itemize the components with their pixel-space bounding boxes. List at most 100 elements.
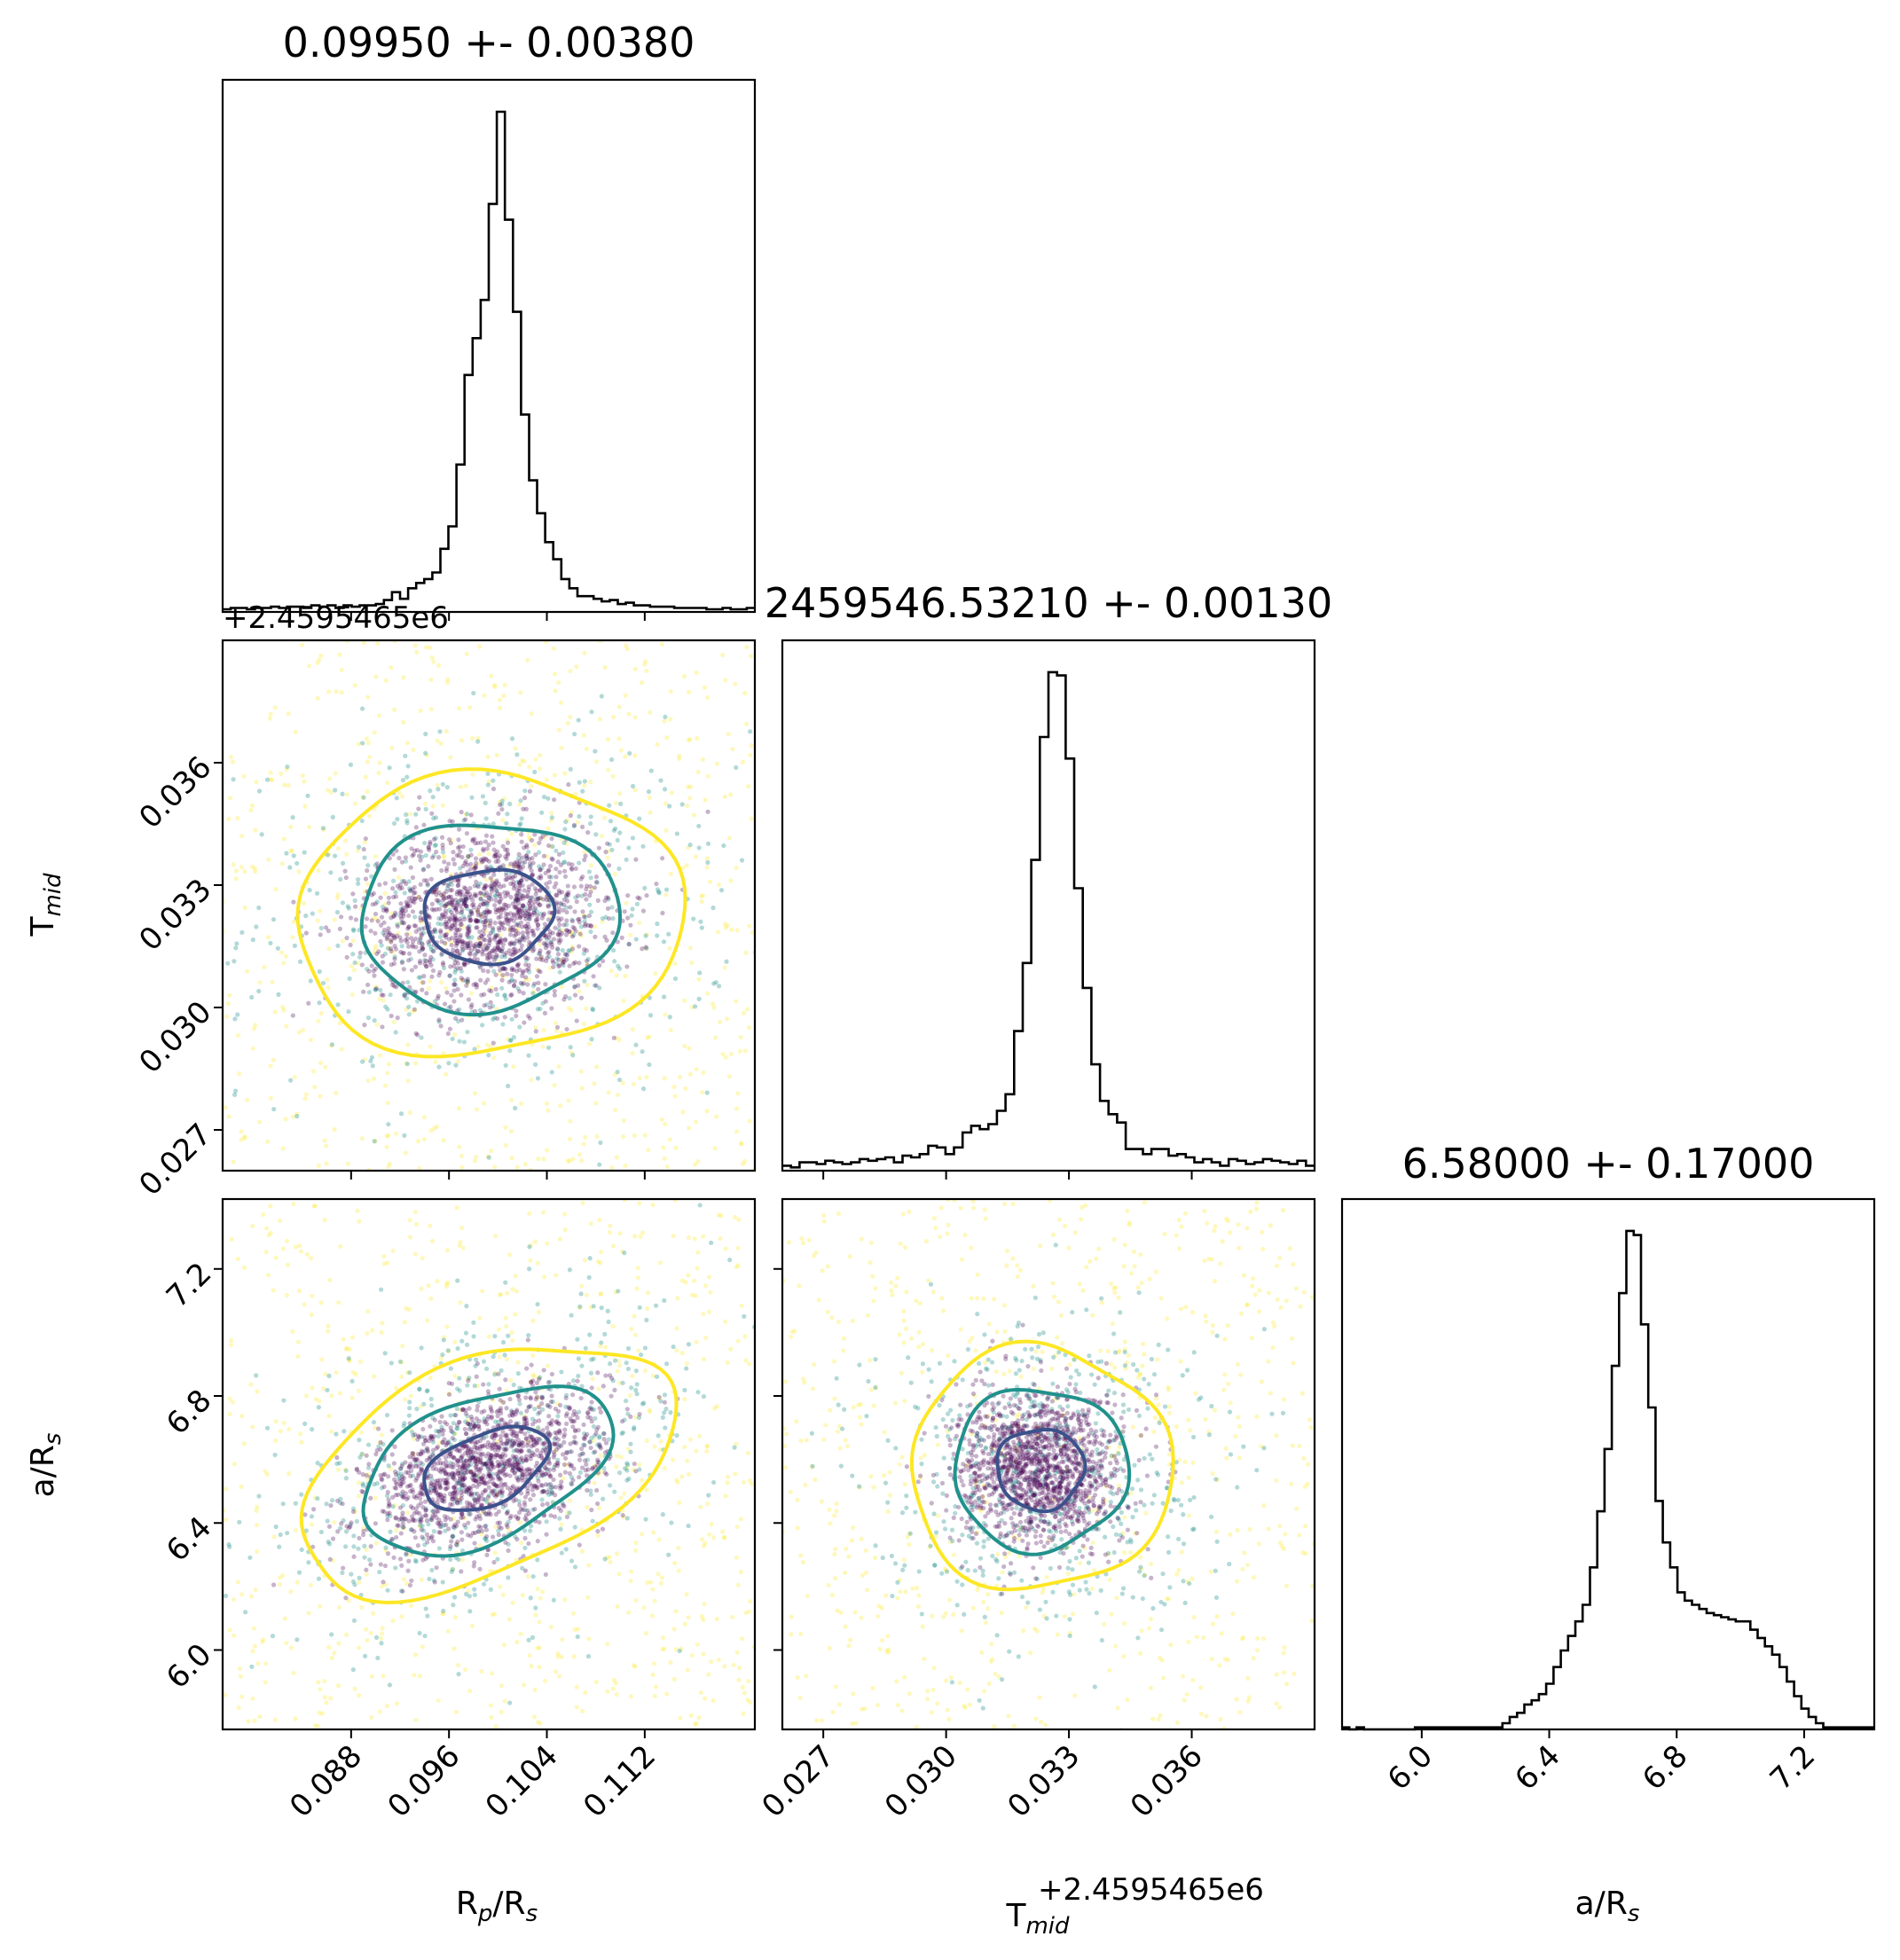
rp-tmid-point-mid [550,843,555,850]
rp-tmid-point-outer [623,974,628,979]
rp-ars-point-mid [579,1363,585,1368]
rp-ars-point-core [504,1459,509,1464]
rp-tmid-point-mid [399,959,405,964]
rp-tmid-point-core [514,906,520,913]
rp-ars-point-outer [388,1466,393,1471]
rp-tmid-point-outer [302,1096,308,1102]
rp-tmid-point-outer [407,931,412,937]
rp-ars-point-mid [465,1383,470,1388]
rp-tmid-point-core [447,973,452,978]
rp-tmid-point-mid [404,820,410,826]
rp-ars-point-core [491,1436,497,1441]
rp-tmid-point-mid [359,706,365,711]
rp-ars-point-mid [417,1386,422,1392]
rp-tmid-point-mid [402,1133,407,1138]
rp-ars-point-core [472,1460,477,1465]
rp-tmid-point-outer [456,1059,461,1064]
rp-ars-point-core [656,1394,662,1399]
rp-tmid-point-core [444,990,450,995]
rp-ars-point-outer [675,1479,680,1486]
rp-ars-point-core [439,1466,444,1471]
rp-tmid-point-core [444,895,449,901]
rp-ars-point-core [602,1470,608,1476]
rp-ars-point-core [361,1528,366,1534]
rp-tmid-point-outer [224,1014,230,1019]
rp-tmid-point-core [438,1023,444,1029]
rp-ars-point-outer [723,1246,728,1251]
rp-ars-point-core [519,1469,524,1474]
rp-ars-point-core [528,1456,533,1462]
rp-ars-point-outer [637,1201,642,1206]
rp-ars-point-mid [550,1484,555,1490]
rp-tmid-point-outer [616,736,622,741]
rp-ars-point-core [423,1508,428,1513]
rp-tmid-point-core [481,968,486,973]
rp-tmid-point-core [488,918,493,923]
rp-ars-point-mid [316,1576,322,1581]
rp-ars-point-outer [350,1369,356,1375]
rp-ars-point-core [467,1457,474,1463]
rp-ars-point-mid [762,1369,766,1374]
rp-ars-point-mid [552,1437,557,1442]
rp-tmid-point-mid [445,881,451,887]
rp-ars-point-mid [511,1382,516,1388]
rp-ars-point-core [506,1463,512,1469]
rp-tmid-point-mid [398,1111,404,1117]
rp-tmid-point-core [503,937,508,943]
rp-tmid-point-mid [437,729,443,734]
rp-tmid-point-core [538,836,544,842]
rp-tmid-point-core [459,810,464,815]
rp-tmid-point-core [492,945,498,951]
rp-tmid-point-core [429,855,436,860]
rp-ars-point-core [460,1477,466,1483]
rp-tmid-point-core [404,903,411,908]
rp-ars-point-outer [662,1646,667,1651]
rp-tmid-point-outer [414,649,420,655]
rp-tmid-point-core [337,926,343,931]
rp-tmid-point-outer [684,863,689,868]
rp-tmid-point-core [516,885,522,891]
rp-tmid-point-mid [335,943,341,949]
rp-ars-point-outer [380,1626,385,1631]
rp-ars-point-mid [563,1404,569,1409]
rp-tmid-point-core [455,940,460,946]
rp-tmid-point-outer [237,1071,242,1077]
rp-tmid-point-core [447,899,452,905]
rp-ars-point-core [471,1564,476,1569]
rp-ars-point-outer [602,1345,608,1350]
rp-tmid-point-core [533,891,538,897]
rp-ars-point-core [459,1489,464,1494]
rp-tmid-point-outer [365,759,370,764]
rp-ars-point-core [500,1469,506,1474]
rp-tmid-point-mid [208,807,213,811]
rp-ars-point-mid [585,1654,592,1659]
rp-tmid-point-core [548,940,554,945]
rp-ars-point-mid [538,1438,543,1443]
rp-ars-point-mid [633,1387,639,1392]
rp-ars-point-mid [463,1591,469,1597]
rp-tmid-point-core [535,926,540,931]
rp-tmid-point-mid [573,895,578,900]
rp-tmid-point-core [593,983,599,988]
rp-tmid-point-core [546,935,552,940]
rp-ars-point-core [451,1490,457,1495]
rp-ars-point-mid [349,1378,355,1384]
rp-ars-point-core [581,1422,586,1428]
rp-tmid-point-mid [365,967,370,972]
rp-ars-point-outer [688,1713,694,1718]
rp-tmid-point-outer [500,818,506,823]
rp-tmid-point-outer [748,752,753,757]
rp-ars-point-outer [453,1709,459,1714]
rp-ars-point-outer [465,1418,470,1423]
rp-ars-point-core [389,1452,395,1457]
rp-tmid-point-core [458,849,463,854]
rp-ars-point-outer [353,1372,358,1377]
rp-ars-point-outer [328,1696,334,1701]
rp-ars-point-core [466,1488,472,1494]
rp-ars-point-outer [452,1373,458,1378]
rp-tmid-point-outer [547,965,553,971]
rp-ars-point-outer [326,1644,332,1650]
rp-tmid-point-core [519,832,524,837]
rp-ars-point-core [523,1415,529,1421]
rp-tmid-point-core [644,893,649,898]
